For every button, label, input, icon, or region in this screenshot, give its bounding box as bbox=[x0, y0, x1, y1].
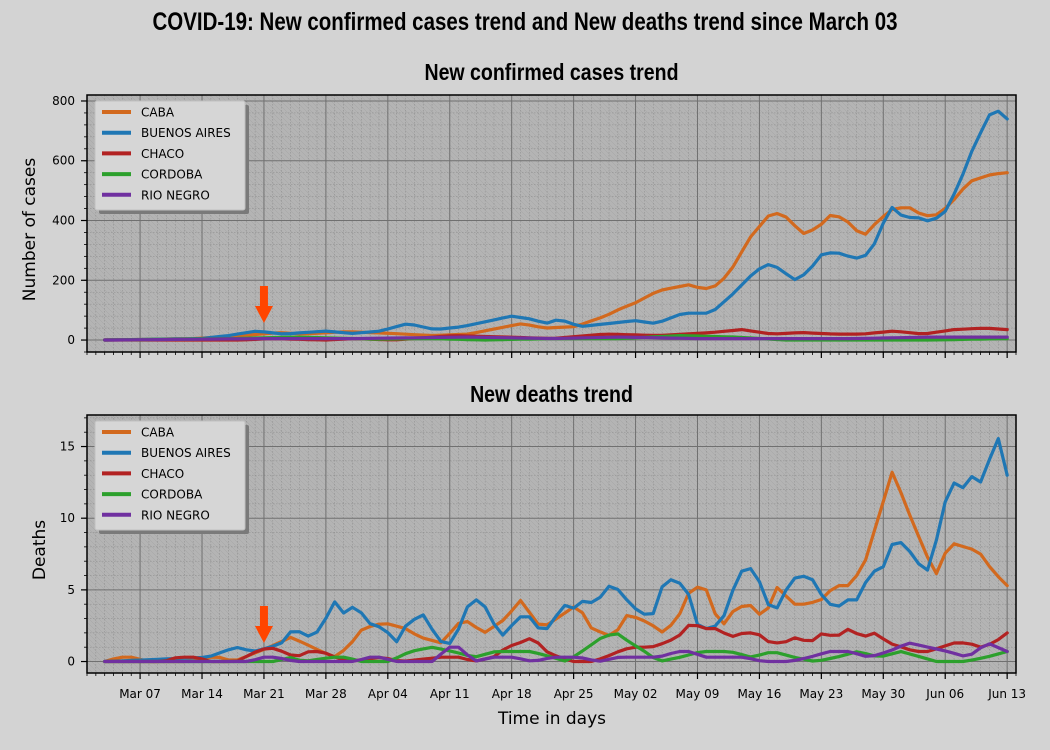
x-tick-label: May 09 bbox=[676, 687, 720, 701]
legend-label: BUENOS AIRES bbox=[141, 126, 231, 140]
legend: CABA BUENOS AIRES CHACO CORDOBA RIO NEGRO bbox=[94, 100, 249, 214]
y-tick-label: 800 bbox=[52, 94, 75, 108]
x-tick-label: Apr 11 bbox=[430, 687, 470, 701]
y-tick-label: 600 bbox=[52, 154, 75, 168]
x-tick-label: Apr 18 bbox=[492, 687, 532, 701]
series-line-caba bbox=[103, 171, 1009, 342]
legend: CABA BUENOS AIRES CHACO CORDOBA RIO NEGRO bbox=[94, 420, 249, 534]
x-tick-label: Jun 06 bbox=[925, 687, 964, 701]
panel-1: 0 200 400 600 800 Number of cases New confirme… bbox=[20, 60, 1017, 358]
x-tick-label: Apr 25 bbox=[554, 687, 594, 701]
legend-label: RIO NEGRO bbox=[141, 188, 210, 202]
legend-label: CORDOBA bbox=[141, 168, 203, 182]
x-tick-label: May 30 bbox=[861, 687, 905, 701]
x-tick-label: Apr 04 bbox=[368, 687, 408, 701]
series-line-rio-negro bbox=[103, 641, 1009, 664]
y-tick-label: 0 bbox=[67, 655, 75, 669]
y-axis-label: Number of cases bbox=[20, 158, 40, 302]
panel-title: New deaths trend bbox=[470, 382, 633, 408]
x-axis-label: Time in days bbox=[497, 709, 606, 729]
series-line-buenos-aires bbox=[103, 109, 1009, 342]
series-group bbox=[103, 109, 1009, 342]
x-tick-label: May 23 bbox=[799, 687, 843, 701]
y-axis: 0 5 10 15 bbox=[60, 417, 87, 669]
x-tick-label: Jun 13 bbox=[987, 687, 1026, 701]
legend-box bbox=[94, 100, 246, 211]
down-arrow-icon bbox=[254, 286, 273, 323]
x-tick-label: Mar 21 bbox=[243, 687, 285, 701]
legend-label: CABA bbox=[141, 106, 175, 120]
y-tick-label: 5 bbox=[67, 583, 75, 597]
y-axis-label: Deaths bbox=[30, 520, 50, 580]
legend-label: RIO NEGRO bbox=[141, 508, 210, 522]
axes-frame bbox=[86, 414, 1017, 674]
legend-label: CHACO bbox=[141, 147, 184, 161]
x-tick-label: May 16 bbox=[737, 687, 781, 701]
panel-2: Mar 07 Mar 14 Mar 21 Mar 28 Apr 04 Apr 11 Apr … bbox=[30, 382, 1026, 701]
x-tick-label: Mar 28 bbox=[305, 687, 347, 701]
series-group bbox=[103, 437, 1009, 664]
legend-box bbox=[94, 420, 246, 531]
annotation-arrow bbox=[254, 286, 273, 323]
series-line-rio-negro bbox=[103, 335, 1009, 342]
y-axis: 0 200 400 600 800 bbox=[52, 94, 87, 353]
y-tick-label: 10 bbox=[60, 511, 75, 525]
y-tick-label: 200 bbox=[52, 273, 75, 287]
down-arrow-icon bbox=[254, 606, 273, 643]
y-tick-label: 15 bbox=[60, 440, 75, 454]
y-tick-label: 400 bbox=[52, 214, 75, 228]
axes-frame bbox=[86, 94, 1017, 353]
legend-label: CABA bbox=[141, 426, 175, 440]
legend-label: BUENOS AIRES bbox=[141, 446, 231, 460]
x-tick-label: Mar 14 bbox=[181, 687, 223, 701]
x-axis: Mar 07 Mar 14 Mar 21 Mar 28 Apr 04 Apr 11 Apr … bbox=[86, 673, 1026, 701]
legend-label: CORDOBA bbox=[141, 488, 203, 502]
y-tick-label: 0 bbox=[67, 333, 75, 347]
x-tick-label: Mar 07 bbox=[119, 687, 161, 701]
x-axis bbox=[86, 352, 1017, 358]
panel-title: New confirmed cases trend bbox=[424, 60, 678, 86]
annotation-arrow bbox=[254, 606, 273, 643]
legend-label: CHACO bbox=[141, 467, 184, 481]
x-tick-label: May 02 bbox=[614, 687, 658, 701]
figure-title: COVID-19: New confirmed cases trend and … bbox=[152, 8, 898, 36]
